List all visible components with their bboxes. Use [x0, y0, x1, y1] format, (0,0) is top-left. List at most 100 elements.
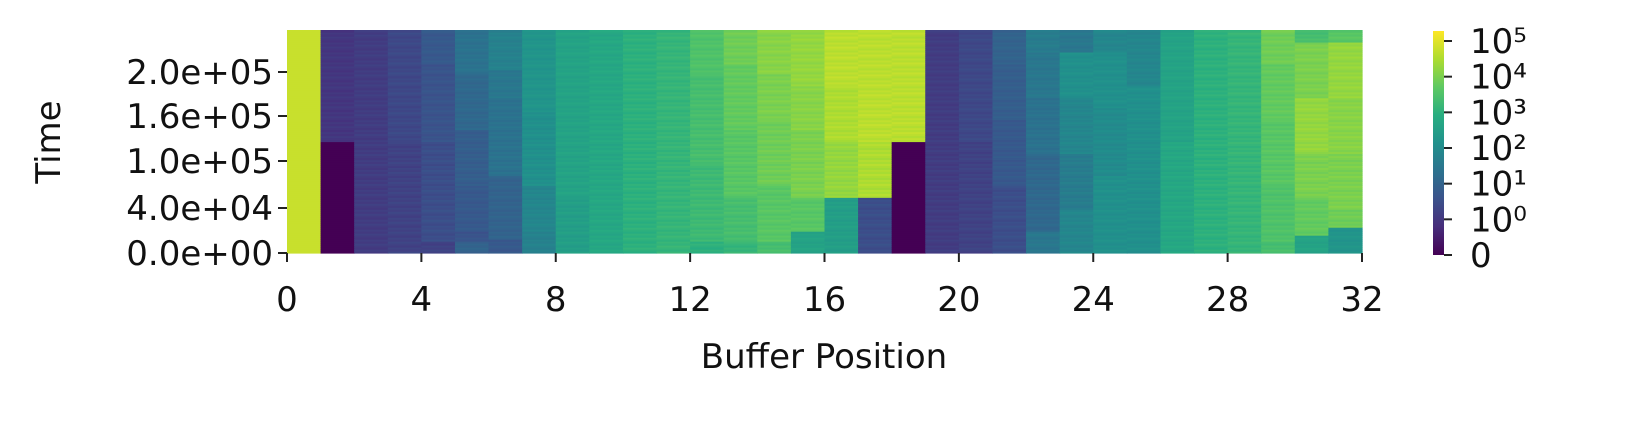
heatmap-cell	[354, 205, 389, 208]
heatmap-cell	[757, 239, 792, 242]
heatmap-cell	[958, 79, 994, 83]
heatmap-cell	[757, 85, 792, 89]
heatmap-cell	[1294, 227, 1329, 230]
heatmap-cell	[1227, 223, 1262, 226]
heatmap-cell	[287, 243, 322, 246]
heatmap-cell	[1026, 137, 1061, 141]
heatmap-cell	[1059, 83, 1094, 87]
heatmap-cell	[858, 85, 893, 89]
heatmap-cell	[824, 151, 859, 155]
heatmap-cell	[958, 189, 994, 192]
heatmap-cell	[656, 45, 691, 49]
heatmap-cell	[858, 121, 893, 125]
heatmap-cell	[1294, 41, 1329, 45]
heatmap-cell	[757, 245, 792, 248]
heatmap-cell	[320, 227, 355, 230]
heatmap-cell	[1160, 233, 1195, 236]
heatmap-cell	[690, 165, 725, 168]
heatmap-cell	[1194, 35, 1229, 39]
heatmap-cell	[1294, 249, 1329, 252]
heatmap-cell	[1227, 55, 1262, 59]
heatmap-cell	[1160, 67, 1195, 71]
heatmap-cell	[757, 75, 792, 79]
heatmap-cell	[555, 143, 590, 147]
heatmap-cell	[488, 131, 523, 135]
heatmap-cell	[1160, 165, 1195, 168]
heatmap-cell	[488, 47, 523, 51]
heatmap-cell	[622, 109, 658, 113]
heatmap-cell	[757, 233, 792, 236]
heatmap-cell	[1194, 103, 1229, 107]
heatmap-cell	[1194, 69, 1229, 73]
heatmap-cell	[1194, 181, 1229, 184]
heatmap-cell	[522, 133, 557, 137]
heatmap-cell	[522, 237, 557, 240]
heatmap-cell	[1294, 109, 1329, 113]
heatmap-cell	[555, 123, 590, 127]
heatmap-cell	[354, 93, 389, 97]
heatmap-cell	[891, 223, 926, 226]
heatmap-cell	[925, 89, 960, 93]
heatmap-cell	[1093, 247, 1128, 250]
heatmap-cell	[790, 143, 826, 147]
heatmap-cell	[354, 133, 389, 137]
heatmap-cell	[1294, 37, 1329, 41]
y-axis-label: Time	[29, 100, 69, 184]
heatmap-cell	[622, 185, 658, 188]
heatmap-cell	[622, 205, 658, 208]
heatmap-cell	[1294, 193, 1329, 196]
heatmap-cell	[320, 99, 355, 103]
heatmap-cell	[958, 181, 994, 184]
heatmap-cell	[790, 57, 826, 61]
heatmap-cell	[1093, 101, 1128, 105]
heatmap-cell	[1160, 203, 1195, 206]
heatmap-cell	[1328, 105, 1363, 109]
heatmap-cell	[287, 223, 322, 226]
heatmap-cell	[925, 97, 960, 101]
heatmap-cell	[656, 143, 691, 147]
heatmap-cell	[1026, 223, 1061, 226]
heatmap-cell	[387, 193, 422, 196]
heatmap-cell	[1126, 155, 1162, 159]
heatmap-cell	[488, 33, 523, 37]
heatmap-cell	[925, 189, 960, 192]
heatmap-cell	[287, 71, 322, 75]
heatmap-cell	[690, 211, 725, 214]
heatmap-cell	[757, 195, 792, 198]
heatmap-cell	[690, 167, 725, 170]
heatmap-cell	[858, 193, 893, 196]
heatmap-cell	[958, 133, 994, 137]
heatmap-cell	[589, 177, 624, 180]
heatmap-cell	[454, 175, 490, 178]
heatmap-cell	[1261, 65, 1296, 69]
heatmap-cell	[858, 83, 893, 87]
heatmap-cell	[454, 211, 490, 214]
heatmap-cell	[723, 133, 758, 137]
heatmap-cell	[656, 115, 691, 119]
heatmap-cell	[790, 121, 826, 125]
heatmap-cell	[488, 219, 523, 222]
heatmap-cell	[320, 87, 355, 91]
heatmap-cell	[1294, 203, 1329, 206]
heatmap-cell	[387, 33, 422, 37]
heatmap-cell	[622, 30, 658, 33]
heatmap-cell	[992, 75, 1027, 79]
heatmap-cell	[1227, 89, 1262, 93]
heatmap-cell	[454, 245, 490, 248]
heatmap-cell	[320, 77, 355, 81]
heatmap-cell	[1194, 159, 1229, 163]
heatmap-cell	[723, 101, 758, 105]
heatmap-cell	[454, 31, 490, 35]
heatmap-cell	[454, 209, 490, 212]
heatmap-cell	[1160, 43, 1195, 47]
heatmap-cell	[1026, 191, 1061, 194]
heatmap-cell	[757, 247, 792, 250]
heatmap-cell	[1093, 43, 1128, 47]
heatmap-cell	[287, 101, 322, 105]
heatmap-cell	[958, 129, 994, 133]
heatmap-cell	[522, 101, 557, 105]
heatmap-cell	[824, 47, 859, 51]
heatmap-cell	[1126, 35, 1162, 39]
heatmap-cell	[1126, 121, 1162, 125]
heatmap-cell	[622, 247, 658, 250]
